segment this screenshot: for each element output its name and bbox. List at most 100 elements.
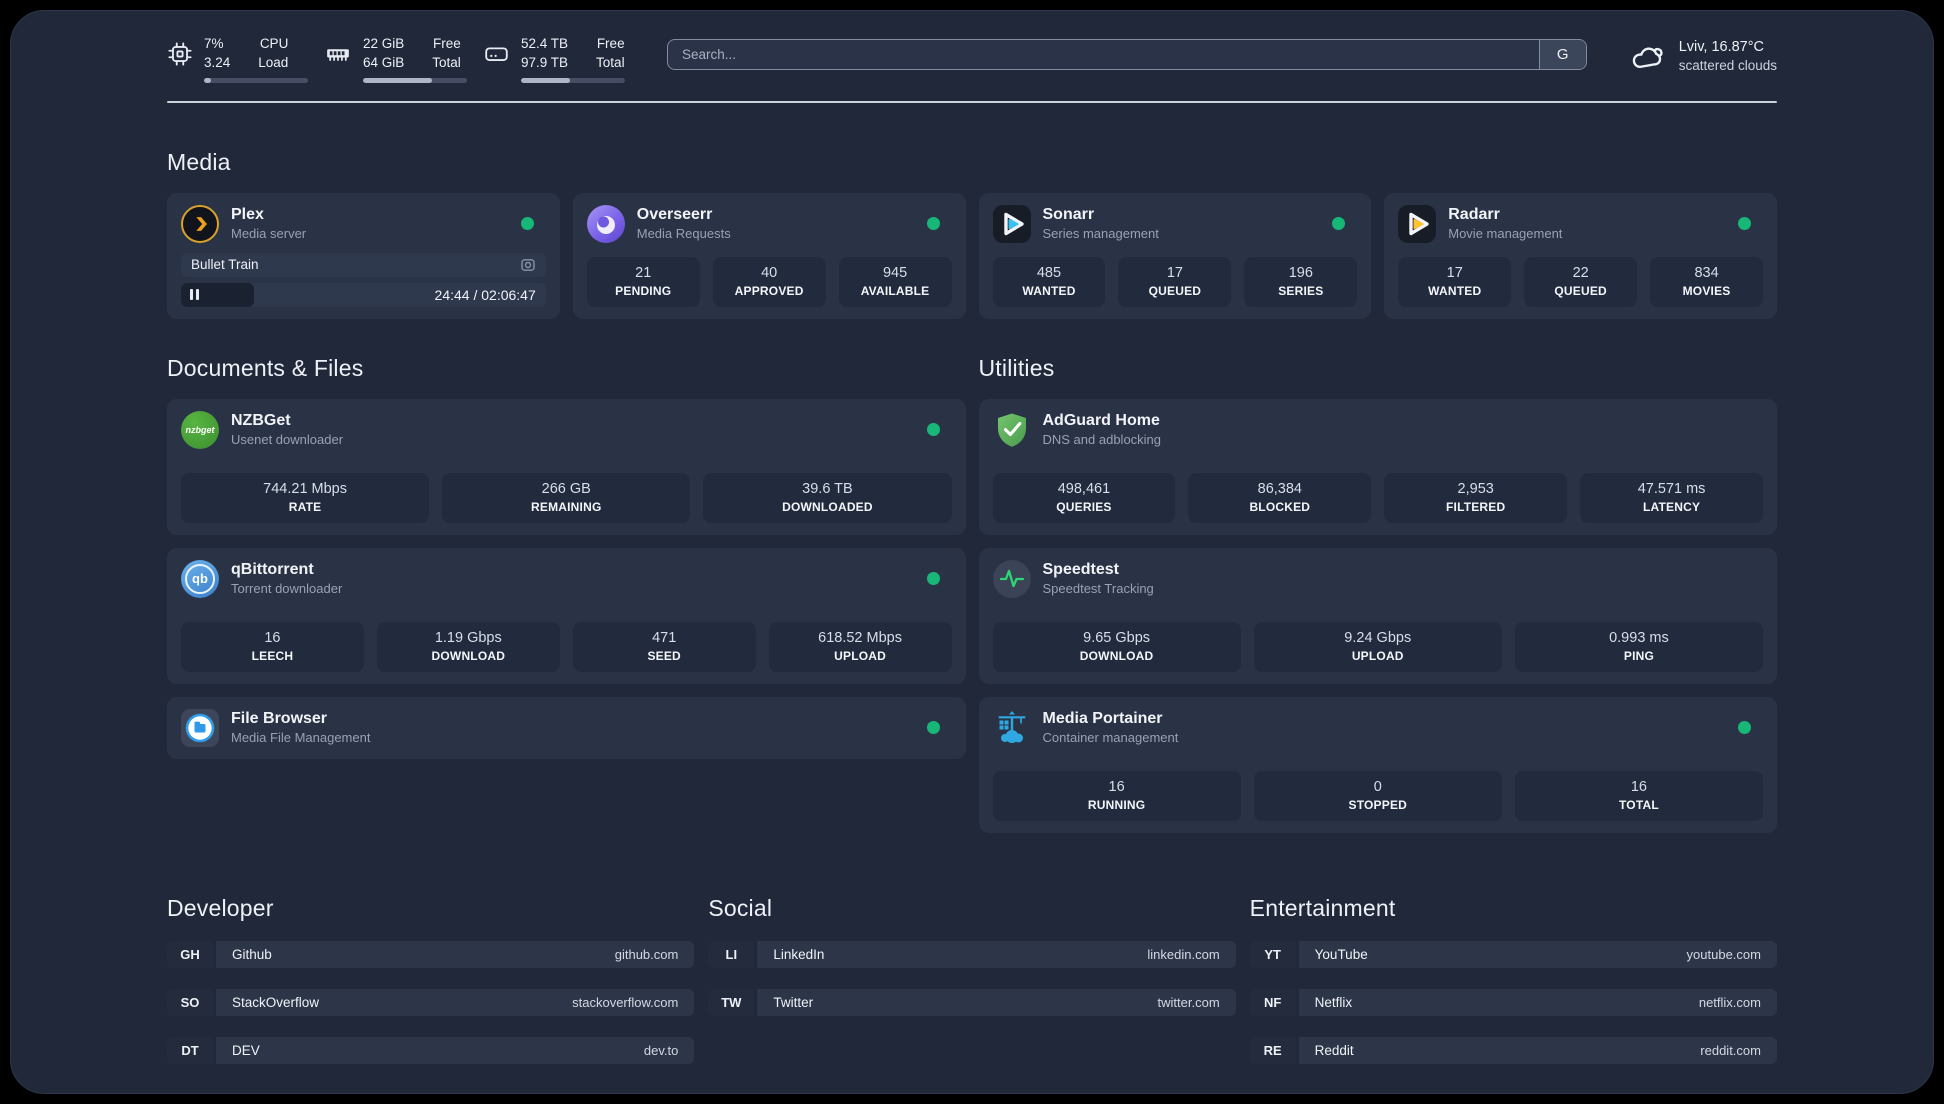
plex-icon [181,204,219,243]
disk-free-label: Free [596,36,625,51]
cpu-usage-value: 7% [204,36,224,51]
filebrowser-card[interactable]: File Browser Media File Management [167,696,966,759]
ram-free-label: Free [433,36,461,51]
link-name: Netflix [1314,994,1353,1010]
status-dot [926,217,940,231]
qbittorrent-card[interactable]: qb qBittorrent Torrent downloader 16 LEEC… [167,547,966,684]
disk-total-label: Total [596,54,625,70]
ram-icon [327,49,349,61]
ram-total-value: 64 GiB [363,54,405,70]
link-netflix[interactable]: NF Netflix netflix.com [1249,988,1777,1016]
stat-tile: 471 SEED [572,621,756,672]
stat-tile: 618.52 Mbps UPLOAD [768,621,952,672]
stat-tile: 945 AVAILABLE [838,256,952,307]
app-name: File Browser [231,710,328,728]
stat-tile: 0.993 ms PING [1514,621,1764,672]
portainer-icon [993,709,1031,747]
disk-free-value: 52.4 TB [521,36,569,51]
status-dot [1738,721,1751,735]
weather-location-temp: Lviv, 16.87°C [1678,39,1765,55]
stat-tile: 17 WANTED [1398,256,1512,307]
top-bar: 7% 3.24 CPU Load [167,35,1777,83]
app-name: Overseerr [636,206,713,224]
link-url: youtube.com [1686,946,1761,962]
stat-tile: 0 STOPPED [1253,770,1502,821]
now-playing-block: Bullet Train 24:44 / 02:06:47 [181,243,546,307]
plex-card[interactable]: Plex Media server Bullet Train 24:44 / 0… [167,192,560,319]
link-name: Github [232,946,272,962]
movie-icon [521,258,535,271]
cpu-load-label: Load [258,54,289,70]
app-name: Sonarr [1042,206,1095,224]
link-url: linkedin.com [1147,946,1220,962]
stat-tile: 1.19 Gbps DOWNLOAD [376,621,560,672]
stat-tile: 485 WANTED [992,256,1106,307]
sonarr-card[interactable]: Sonarr Series management 485 WANTED 17 QUE… [978,192,1372,319]
section-title-developer: Developer [167,894,274,921]
link-name: StackOverflow [232,994,320,1010]
weather-condition: scattered clouds [1678,58,1777,74]
link-dev[interactable]: DT DEV dev.to [167,1036,695,1064]
link-url: twitter.com [1157,994,1220,1010]
ram-progress-bar [363,77,467,83]
stat-tile: 9.24 Gbps UPLOAD [1253,621,1502,672]
ram-stat: 22 GiB 64 GiB Free Total [324,35,467,83]
app-desc: Container management [1042,730,1179,746]
stat-tile: 40 APPROVED [712,256,826,307]
link-github[interactable]: GH Github github.com [167,940,695,968]
section-title-entertainment: Entertainment [1249,894,1396,921]
link-tag: RE [1249,1036,1296,1064]
app-name: Media Portainer [1042,710,1163,728]
portainer-card[interactable]: Media Portainer Container management 16 R… [978,696,1777,833]
stat-tile: 744.21 Mbps RATE [181,472,430,523]
link-url: netflix.com [1698,994,1761,1010]
section-title-media: Media [167,148,231,175]
link-name: DEV [232,1042,260,1058]
link-stackoverflow[interactable]: SO StackOverflow stackoverflow.com [167,988,695,1016]
radarr-card[interactable]: Radarr Movie management 17 WANTED 22 QUEUE… [1384,192,1777,319]
overseerr-card[interactable]: Overseerr Media Requests 21 PENDING 40 APP… [572,192,966,319]
link-reddit[interactable]: RE Reddit reddit.com [1249,1036,1777,1064]
adguard-card[interactable]: AdGuard Home DNS and adblocking 498,461 Q… [978,398,1777,535]
status-dot [1332,217,1346,231]
app-desc: Torrent downloader [231,581,343,597]
link-twitter[interactable]: TW Twitter twitter.com [708,988,1236,1016]
playback-progress-fill [181,282,254,307]
stat-tile: 16 RUNNING [992,770,1241,821]
stat-tile: 16 LEECH [181,621,364,672]
playback-time: 24:44 / 02:06:47 [434,286,536,303]
cloud-icon [1632,47,1663,68]
link-url: stackoverflow.com [572,994,679,1010]
status-dot [1738,217,1751,231]
status-dot [926,423,940,437]
cpu-progress-fill [204,77,212,83]
link-youtube[interactable]: YT YouTube youtube.com [1249,940,1777,968]
qbittorrent-logo-text: qb [192,571,208,587]
link-linkedin[interactable]: LI LinkedIn linkedin.com [708,940,1236,968]
link-url: github.com [614,946,679,962]
pause-icon[interactable] [190,289,199,301]
app-name: Plex [231,206,264,224]
link-name: Reddit [1314,1042,1354,1058]
now-playing-row: Bullet Train [181,252,546,277]
google-search-button[interactable]: G [1538,40,1586,69]
stat-tile: 39.6 TB DOWNLOADED [703,472,952,523]
search-input[interactable] [667,39,1587,70]
nzbget-card[interactable]: nzbget NZBGet Usenet downloader 744.21 M… [167,398,966,535]
app-desc: Usenet downloader [231,432,344,448]
disk-progress-fill [521,77,570,83]
app-desc: Movie management [1448,226,1563,242]
app-desc: DNS and adblocking [1042,432,1162,448]
app-desc: Media Requests [636,226,731,242]
stat-tile: 834 MOVIES [1650,256,1764,307]
stat-tile: 498,461 QUERIES [992,472,1176,523]
link-tag: TW [708,988,755,1016]
speedtest-card[interactable]: Speedtest Speedtest Tracking 9.65 Gbps DO… [978,547,1777,684]
link-name: YouTube [1314,946,1368,962]
cpu-progress-bar [204,77,308,83]
playback-progress-bar[interactable]: 24:44 / 02:06:47 [181,282,546,307]
status-dot [926,721,940,735]
link-tag: NF [1249,988,1296,1016]
filebrowser-icon [181,708,219,747]
link-tag: YT [1249,940,1296,968]
